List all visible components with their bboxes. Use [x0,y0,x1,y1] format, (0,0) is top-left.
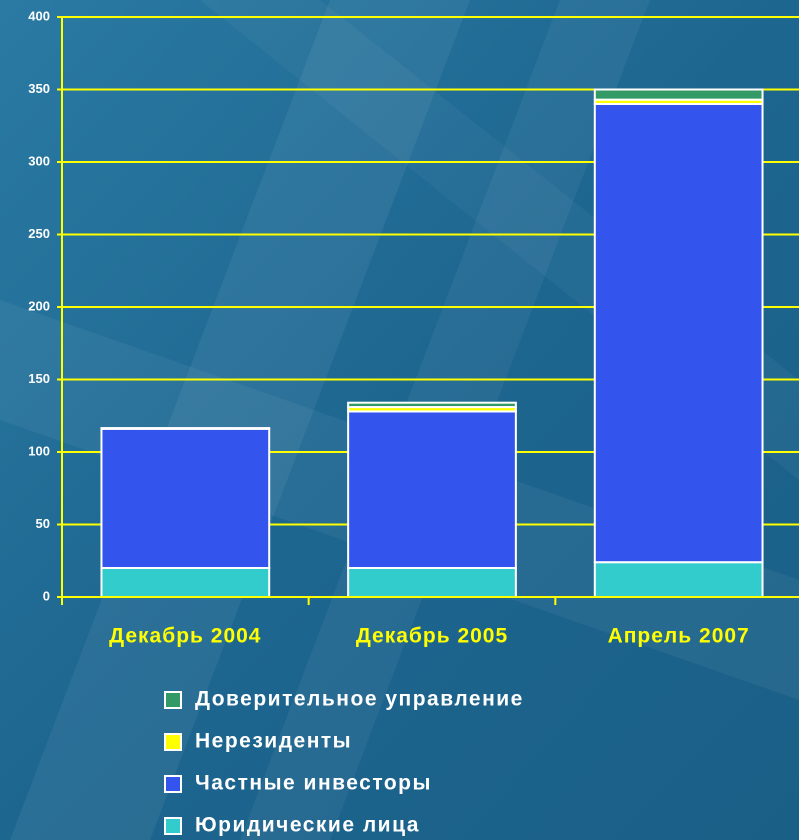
legend-marker [164,691,182,709]
bar-segment [100,427,271,569]
y-tick-label: 250 [28,226,50,241]
legend-label: Нерезиденты [195,730,352,753]
bar-segment [593,561,764,599]
legend-label: Юридические лица [195,814,420,837]
legend-label: Доверительное управление [195,688,524,711]
y-tick-label: 150 [28,371,50,386]
bar-segment [347,410,517,569]
y-tick-label: 400 [28,8,50,23]
y-tick-label: 350 [28,81,50,96]
x-tick-label: Декабрь 2005 [356,625,508,648]
x-tick-label: Декабрь 2004 [109,625,261,648]
bar-segment [347,567,517,598]
bar-segment [347,401,517,409]
bar-segment [593,88,764,101]
bar-segment [100,567,271,598]
y-tick-label: 200 [28,298,50,313]
legend-marker [164,775,182,793]
y-tick-label: 0 [43,588,50,603]
y-tick-label: 300 [28,153,50,168]
legend-label: Частные инвесторы [195,772,432,795]
bar-segment [593,103,764,564]
x-tick-label: Апрель 2007 [608,625,750,648]
legend-marker [164,817,182,835]
y-tick-label: 50 [36,516,50,531]
y-tick-label: 100 [28,443,50,458]
bar-segment [100,427,271,430]
legend-marker [164,733,182,751]
background-stripe [10,0,470,840]
